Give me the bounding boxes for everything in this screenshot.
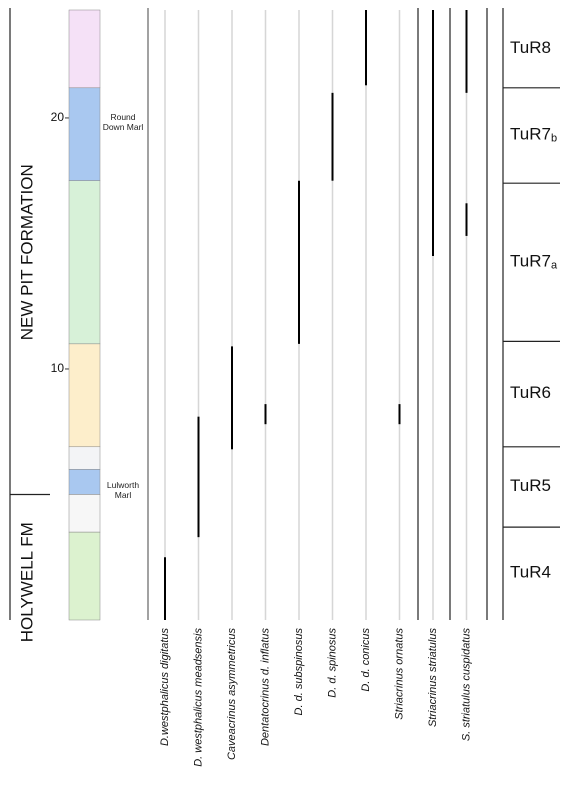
zone-name: TuR7 <box>510 252 551 271</box>
y-tick-label: 10 <box>51 361 65 375</box>
formation-label: HOLYWELL FM <box>17 522 36 642</box>
formation-label: NEW PIT FORMATION <box>17 164 36 340</box>
annotation: Lulworth Marl <box>102 480 144 520</box>
annotation: Round Down Marl <box>102 112 144 152</box>
zone-label: TuR5 <box>510 476 551 495</box>
lithology-layer <box>69 532 100 620</box>
taxon-name: Striacrinus ornatus <box>393 628 405 720</box>
zone-name: TuR5 <box>510 476 551 495</box>
zone-name: TuR7 <box>510 125 551 144</box>
zone-name: TuR8 <box>510 38 551 57</box>
taxon-name: D. d. conicus <box>360 628 372 692</box>
lithology-layer <box>69 447 100 470</box>
range-chart: NEW PIT FORMATION HOLYWELL FM 10 20 Round Do… <box>0 0 574 795</box>
lithology-layer <box>69 344 100 447</box>
taxon-name: S. striatulus cuspidatus <box>460 628 472 742</box>
lithology-layer <box>69 88 100 181</box>
taxon-name: Caveacrinus asymmetricus <box>226 628 238 761</box>
zone-label: TuR6 <box>510 384 551 403</box>
zone-subscript: a <box>551 259 558 271</box>
zone-name: TuR6 <box>510 384 551 403</box>
taxon-name: D. d. spinosus <box>326 628 338 698</box>
lithology-layer <box>69 181 100 344</box>
lithology-layer <box>69 494 100 532</box>
annotation-text: Lulworth Marl <box>102 480 144 500</box>
taxon-name: D.westphalicus digitatus <box>159 628 171 747</box>
zone-name: TuR4 <box>510 563 551 582</box>
zone-label: TuR7b <box>510 125 557 144</box>
lithology-layer <box>69 10 100 88</box>
taxon-name: D. westphalicus meadsensis <box>192 628 204 767</box>
lithology-layer <box>69 469 100 494</box>
taxon-name: Dentatocrinus d. inflatus <box>259 628 271 747</box>
zone-subscript: b <box>551 132 557 144</box>
annotation-text: Round Down Marl <box>102 112 144 132</box>
y-tick-label: 20 <box>51 110 65 124</box>
taxon-name: Striacrinus striatulus <box>427 628 439 728</box>
zone-label: TuR4 <box>510 563 551 582</box>
taxon-name: D. d. subspinosus <box>293 628 305 716</box>
zone-label: TuR8 <box>510 38 551 57</box>
zone-label: TuR7a <box>510 252 558 271</box>
